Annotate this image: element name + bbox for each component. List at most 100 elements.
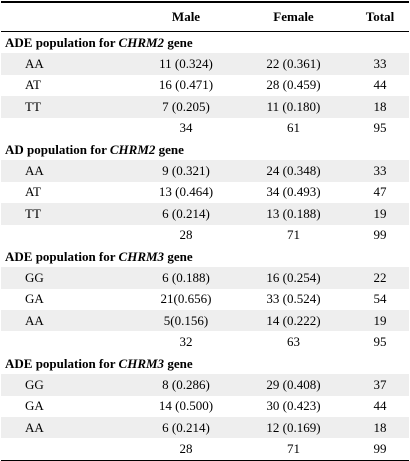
total-row: 28 71 99: [1, 438, 409, 461]
title-suffix: gene: [167, 248, 193, 264]
male-cell: 7 (0.205): [136, 96, 236, 118]
genotype-label: AA: [1, 310, 136, 332]
genotype-label: AA: [1, 160, 136, 182]
male-cell: 34: [179, 120, 193, 136]
female-cell: 33 (0.524): [266, 291, 321, 307]
male-cell: 6 (0.188): [136, 267, 236, 289]
male-cell: 32: [179, 334, 193, 350]
female-cell: 24 (0.348): [236, 160, 351, 182]
genotype-row: AA 6 (0.214) 12 (0.169) 18: [1, 417, 409, 439]
section-row: ADE population for CHRM3 gene: [1, 353, 409, 374]
genotype-label: AA: [1, 417, 136, 439]
total-cell: 99: [373, 227, 387, 243]
column-header: Female: [236, 1, 351, 32]
genotype-row: GA 21(0.656) 33 (0.524) 54: [1, 289, 409, 310]
genotype-label: GA: [25, 291, 44, 307]
genotype-row: GA 14 (0.500) 30 (0.423) 44: [1, 396, 409, 417]
section-title: ADE population for CHRM3 gene: [1, 246, 409, 267]
female-cell: 28 (0.459): [266, 77, 321, 93]
gene-name: CHRM2: [109, 141, 156, 157]
blank-cell: [1, 438, 136, 461]
female-cell: 12 (0.169): [236, 417, 351, 439]
female-cell: 34 (0.493): [266, 184, 321, 200]
title-prefix: ADE population for: [5, 355, 116, 371]
male-cell: 21(0.656): [160, 291, 212, 307]
title-suffix: gene: [167, 34, 193, 50]
gene-name: CHRM3: [118, 355, 165, 371]
male-cell: 16 (0.471): [158, 77, 214, 93]
total-cell: 33: [351, 53, 409, 75]
male-cell: 14 (0.500): [158, 398, 214, 414]
female-cell: 16 (0.254): [236, 267, 351, 289]
male-cell: 5(0.156): [136, 310, 236, 332]
genotype-label: GA: [25, 398, 44, 414]
female-cell: 71: [287, 227, 300, 243]
genotype-label: TT: [1, 203, 136, 225]
male-cell: 8 (0.286): [136, 374, 236, 396]
male-cell: 28: [136, 438, 236, 461]
female-cell: 71: [236, 438, 351, 461]
total-cell: 22: [351, 267, 409, 289]
title-suffix: gene: [167, 355, 193, 371]
male-cell: 28: [179, 227, 193, 243]
total-cell: 99: [351, 438, 409, 461]
total-cell: 19: [351, 203, 409, 225]
header-row: Male Female Total: [1, 1, 409, 32]
title-prefix: AD population for: [5, 141, 107, 157]
table-body: ADE population for CHRM2 gene AA 11 (0.324…: [1, 32, 409, 461]
genotype-label: AA: [1, 53, 136, 75]
total-row: 28 71 99: [1, 225, 409, 246]
genotype-row: GG 6 (0.188) 16 (0.254) 22: [1, 267, 409, 289]
genotype-row: AT 16 (0.471) 28 (0.459) 44: [1, 75, 409, 96]
female-cell: 13 (0.188): [236, 203, 351, 225]
genotype-label: TT: [1, 96, 136, 118]
column-header: Total: [351, 1, 409, 32]
female-cell: 61: [287, 120, 300, 136]
title-prefix: ADE population for: [5, 34, 116, 50]
section-row: ADE population for CHRM3 gene: [1, 246, 409, 267]
total-cell: 44: [373, 77, 387, 93]
genotype-label: GG: [1, 267, 136, 289]
total-cell: 37: [351, 374, 409, 396]
total-cell: 18: [351, 417, 409, 439]
blank-cell: [1, 225, 136, 246]
male-cell: 9 (0.321): [136, 160, 236, 182]
male-cell: 6 (0.214): [136, 203, 236, 225]
genotype-row: GG 8 (0.286) 29 (0.408) 37: [1, 374, 409, 396]
genotype-row: TT 6 (0.214) 13 (0.188) 19: [1, 203, 409, 225]
genotype-label: AT: [25, 184, 41, 200]
total-cell: 19: [351, 310, 409, 332]
genotype-row: TT 7 (0.205) 11 (0.180) 18: [1, 96, 409, 118]
total-cell: 54: [373, 291, 387, 307]
corner: [1, 1, 136, 32]
total-cell: 18: [351, 96, 409, 118]
male-cell: 6 (0.214): [136, 417, 236, 439]
table-header: Male Female Total: [1, 1, 409, 32]
female-cell: 11 (0.180): [236, 96, 351, 118]
total-row: 34 61 95: [1, 118, 409, 139]
male-cell: 11 (0.324): [136, 53, 236, 75]
section-title: ADE population for CHRM2 gene: [1, 32, 409, 54]
female-cell: 22 (0.361): [236, 53, 351, 75]
female-cell: 63: [287, 334, 300, 350]
genotype-row: AA 5(0.156) 14 (0.222) 19: [1, 310, 409, 332]
genotype-row: AA 11 (0.324) 22 (0.361) 33: [1, 53, 409, 75]
total-cell: 33: [351, 160, 409, 182]
section-row: ADE population for CHRM2 gene: [1, 32, 409, 54]
section-title: AD population for CHRM2 gene: [1, 139, 409, 160]
total-cell: 95: [373, 120, 387, 136]
female-cell: 29 (0.408): [236, 374, 351, 396]
section-title: ADE population for CHRM3 gene: [1, 353, 409, 374]
female-cell: 14 (0.222): [236, 310, 351, 332]
genotype-row: AA 9 (0.321) 24 (0.348) 33: [1, 160, 409, 182]
blank-cell: [1, 118, 136, 139]
genotype-label: AT: [25, 77, 41, 93]
blank-cell: [1, 331, 136, 352]
male-cell: 13 (0.464): [158, 184, 214, 200]
total-cell: 47: [373, 184, 387, 200]
genotype-label: GG: [1, 374, 136, 396]
female-cell: 30 (0.423): [266, 398, 321, 414]
total-cell: 44: [373, 398, 387, 414]
